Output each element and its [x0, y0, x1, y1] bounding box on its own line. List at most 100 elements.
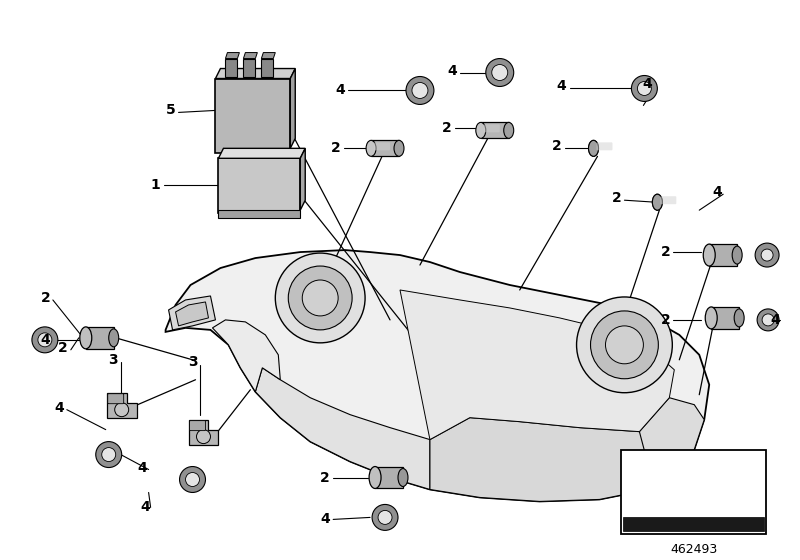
- Circle shape: [378, 510, 392, 524]
- Text: 4: 4: [557, 80, 566, 94]
- Polygon shape: [106, 393, 137, 418]
- Circle shape: [577, 297, 672, 393]
- Polygon shape: [371, 141, 399, 156]
- Circle shape: [606, 326, 643, 364]
- FancyBboxPatch shape: [484, 124, 500, 132]
- Text: 462493: 462493: [670, 543, 718, 556]
- Polygon shape: [218, 148, 306, 158]
- Polygon shape: [400, 290, 674, 440]
- Circle shape: [486, 59, 514, 86]
- Ellipse shape: [109, 329, 118, 347]
- FancyBboxPatch shape: [622, 450, 766, 534]
- Text: 4: 4: [642, 77, 652, 91]
- Text: 4: 4: [141, 501, 150, 515]
- Polygon shape: [175, 302, 209, 326]
- Polygon shape: [169, 296, 215, 330]
- FancyBboxPatch shape: [374, 142, 390, 150]
- Ellipse shape: [589, 141, 598, 156]
- Ellipse shape: [366, 141, 376, 156]
- Ellipse shape: [504, 123, 514, 138]
- Text: 4: 4: [335, 83, 345, 97]
- Text: 3: 3: [108, 353, 118, 367]
- Circle shape: [32, 327, 58, 353]
- Circle shape: [288, 266, 352, 330]
- Text: 4: 4: [447, 63, 457, 77]
- Circle shape: [631, 76, 658, 101]
- Polygon shape: [166, 250, 710, 501]
- Ellipse shape: [394, 141, 404, 156]
- Circle shape: [102, 447, 116, 461]
- Text: 2: 2: [552, 139, 562, 153]
- Text: 2: 2: [661, 313, 670, 327]
- FancyBboxPatch shape: [190, 421, 206, 431]
- Text: 4: 4: [320, 512, 330, 526]
- Text: 4: 4: [138, 460, 147, 474]
- Text: 2: 2: [331, 141, 341, 155]
- Text: 4: 4: [40, 333, 50, 347]
- Text: 3: 3: [188, 355, 198, 369]
- Polygon shape: [481, 123, 509, 138]
- FancyBboxPatch shape: [218, 158, 300, 213]
- Polygon shape: [213, 320, 280, 392]
- Polygon shape: [290, 68, 295, 148]
- Polygon shape: [262, 53, 275, 59]
- Ellipse shape: [589, 141, 598, 156]
- Text: 2: 2: [320, 470, 330, 484]
- FancyBboxPatch shape: [218, 210, 300, 218]
- Circle shape: [590, 311, 658, 379]
- FancyBboxPatch shape: [660, 196, 676, 204]
- Circle shape: [406, 77, 434, 104]
- FancyBboxPatch shape: [108, 394, 124, 404]
- Polygon shape: [255, 368, 430, 489]
- Circle shape: [762, 314, 774, 326]
- Polygon shape: [375, 466, 403, 488]
- Circle shape: [96, 442, 122, 468]
- Circle shape: [761, 249, 773, 261]
- Circle shape: [757, 309, 779, 331]
- Circle shape: [38, 333, 52, 347]
- Text: 2: 2: [41, 291, 50, 305]
- Polygon shape: [711, 307, 739, 329]
- Polygon shape: [639, 398, 704, 489]
- Polygon shape: [189, 419, 218, 445]
- Polygon shape: [86, 327, 114, 349]
- Circle shape: [412, 82, 428, 99]
- FancyBboxPatch shape: [597, 142, 613, 150]
- Text: 4: 4: [712, 185, 722, 199]
- Polygon shape: [710, 244, 737, 266]
- Circle shape: [179, 466, 206, 492]
- Polygon shape: [226, 53, 239, 59]
- Circle shape: [302, 280, 338, 316]
- Ellipse shape: [476, 123, 486, 138]
- Ellipse shape: [706, 307, 718, 329]
- Ellipse shape: [703, 244, 715, 266]
- Text: 2: 2: [58, 341, 68, 355]
- FancyBboxPatch shape: [226, 59, 238, 77]
- Circle shape: [186, 473, 199, 487]
- Ellipse shape: [652, 194, 662, 210]
- Polygon shape: [430, 418, 679, 501]
- Polygon shape: [243, 53, 258, 59]
- Circle shape: [275, 253, 365, 343]
- FancyBboxPatch shape: [243, 59, 255, 77]
- Polygon shape: [623, 517, 764, 531]
- Ellipse shape: [398, 469, 408, 487]
- Ellipse shape: [369, 466, 381, 488]
- Ellipse shape: [80, 327, 92, 349]
- Polygon shape: [300, 148, 306, 210]
- Circle shape: [638, 82, 651, 95]
- Text: 2: 2: [442, 122, 452, 136]
- FancyBboxPatch shape: [262, 59, 274, 77]
- Text: 5: 5: [166, 104, 175, 118]
- Text: 2: 2: [611, 191, 622, 205]
- Circle shape: [197, 430, 210, 444]
- FancyBboxPatch shape: [215, 78, 290, 153]
- Ellipse shape: [652, 194, 662, 210]
- Circle shape: [114, 403, 129, 417]
- Ellipse shape: [732, 246, 742, 264]
- Circle shape: [372, 505, 398, 530]
- Text: 4: 4: [54, 401, 64, 415]
- Circle shape: [755, 243, 779, 267]
- Ellipse shape: [734, 309, 744, 327]
- Polygon shape: [215, 68, 295, 78]
